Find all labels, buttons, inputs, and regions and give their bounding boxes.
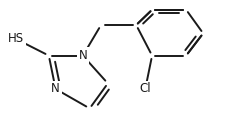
Text: N: N xyxy=(79,49,87,62)
Text: N: N xyxy=(51,82,60,95)
Text: HS: HS xyxy=(8,32,24,45)
Text: Cl: Cl xyxy=(139,82,151,95)
